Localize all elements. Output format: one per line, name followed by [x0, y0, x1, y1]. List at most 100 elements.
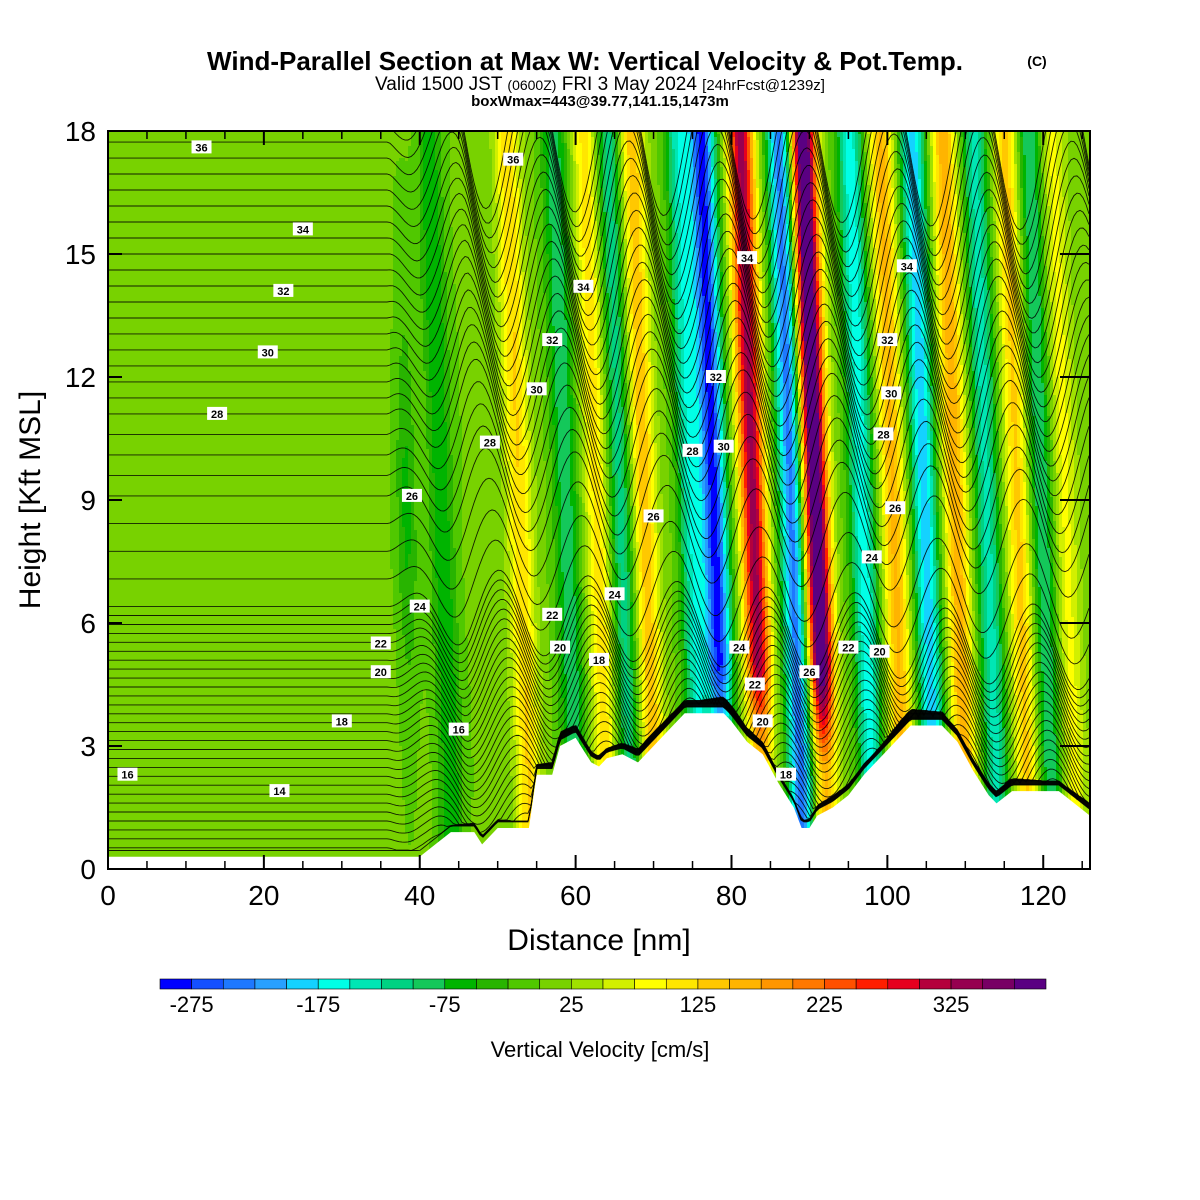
contour-label-text: 20 — [375, 667, 387, 679]
contour-label-text: 18 — [593, 655, 605, 667]
y-tick-label: 18 — [65, 116, 96, 147]
contour-label-text: 34 — [741, 253, 754, 265]
contour-label: 28 — [480, 436, 500, 450]
colorbar-swatch — [951, 979, 983, 989]
contour-label: 20 — [753, 714, 773, 728]
contour-label-text: 22 — [546, 610, 558, 622]
colorbar-swatch — [382, 979, 414, 989]
contour-label-text: 32 — [546, 335, 558, 347]
contour-label-text: 26 — [803, 667, 815, 679]
contour-label-text: 24 — [733, 643, 746, 655]
contour-label: 20 — [550, 641, 570, 655]
contour-label: 24 — [729, 641, 749, 655]
colorbar-swatch — [825, 979, 857, 989]
contour-label: 14 — [269, 784, 289, 798]
colorbar-swatch — [540, 979, 572, 989]
y-tick-label: 6 — [80, 608, 96, 639]
contour-label: 18 — [776, 768, 796, 782]
contour-label: 34 — [573, 280, 593, 294]
colorbar-swatch — [508, 979, 540, 989]
colorbar-swatch — [730, 979, 762, 989]
contour-label: 22 — [371, 637, 391, 651]
contour-label-text: 36 — [195, 142, 207, 154]
contour-label: 18 — [589, 653, 609, 667]
colorbar-tick-label: -175 — [296, 992, 340, 1017]
colorbar-swatch — [160, 979, 192, 989]
contour-label: 32 — [273, 284, 293, 298]
colorbar-swatch — [856, 979, 888, 989]
contour-label-text: 22 — [842, 643, 854, 655]
valid-time-local: Valid 1500 JST — [375, 74, 503, 95]
contour-label-text: 24 — [608, 589, 621, 601]
contour-label: 20 — [371, 665, 391, 679]
colorbar-swatch — [698, 979, 730, 989]
colorbar-swatch — [983, 979, 1015, 989]
contour-label: 26 — [402, 489, 422, 503]
y-axis-label: Height [Kft MSL] — [14, 391, 47, 609]
colorbar-swatch — [350, 979, 382, 989]
contour-label: 28 — [873, 427, 893, 441]
colorbar-swatch — [919, 979, 951, 989]
contour-label: 24 — [605, 587, 625, 601]
contour-label: 22 — [745, 678, 765, 692]
contour-label-text: 26 — [889, 503, 901, 515]
contour-label-text: 14 — [273, 786, 286, 798]
contour-label-text: 22 — [375, 639, 387, 651]
vertical-velocity-cross-section-figure: Wind-Parallel Section at Max W: Vertical… — [0, 0, 1200, 1200]
x-tick-label: 60 — [560, 880, 591, 911]
contour-label: 30 — [714, 440, 734, 454]
contour-label-text: 20 — [873, 647, 885, 659]
contour-label: 20 — [870, 645, 890, 659]
contour-label: 30 — [258, 345, 278, 359]
contour-label-text: 34 — [297, 224, 310, 236]
contour-label-text: 28 — [877, 429, 889, 441]
x-tick-label: 100 — [864, 880, 911, 911]
contour-label-text: 30 — [262, 347, 274, 359]
colorbar-swatch — [413, 979, 445, 989]
contour-label: 32 — [877, 333, 897, 347]
colorbar-swatch — [223, 979, 255, 989]
y-tick-label: 9 — [80, 485, 96, 516]
forecast-info: [24hrFcst@1239z] — [702, 77, 825, 94]
contour-label: 18 — [332, 714, 352, 728]
x-tick-label: 0 — [100, 880, 116, 911]
x-tick-label: 40 — [404, 880, 435, 911]
box-wmax-info: boxWmax=443@39.77,141.15,1473m — [471, 93, 729, 110]
contour-label-text: 32 — [881, 335, 893, 347]
colorbar-swatch — [1014, 979, 1046, 989]
contour-label: 22 — [838, 641, 858, 655]
colorbar-swatch — [793, 979, 825, 989]
colorbar-swatch — [603, 979, 635, 989]
colorbar-swatch — [888, 979, 920, 989]
contour-label-text: 24 — [414, 602, 427, 614]
contour-label-text: 32 — [277, 286, 289, 298]
contour-label: 36 — [192, 140, 212, 154]
contour-label: 30 — [881, 386, 901, 400]
contour-label-text: 22 — [749, 680, 761, 692]
x-tick-label: 20 — [248, 880, 279, 911]
contour-label-text: 34 — [577, 282, 590, 294]
contour-label: 28 — [207, 407, 227, 421]
contour-label: 30 — [527, 382, 547, 396]
contour-label-text: 26 — [406, 491, 418, 503]
contour-label: 24 — [862, 550, 882, 564]
contour-label-text: 20 — [757, 716, 769, 728]
contour-label: 16 — [449, 723, 469, 737]
contour-label-text: 18 — [336, 716, 348, 728]
valid-time-zulu: (0600Z) — [507, 77, 556, 93]
contour-label: 26 — [644, 509, 664, 523]
colorbar-swatch — [666, 979, 698, 989]
x-tick-label: 80 — [716, 880, 747, 911]
contour-label: 26 — [885, 501, 905, 515]
contour-label: 16 — [117, 768, 137, 782]
colorbar-swatch — [571, 979, 603, 989]
plot-area — [108, 51, 1093, 871]
colorbar-tick-label: 125 — [680, 992, 717, 1017]
contour-label: 34 — [897, 259, 917, 273]
contour-label-text: 36 — [507, 155, 519, 167]
contour-label-text: 28 — [484, 438, 496, 450]
valid-time-line: Valid 1500 JST (0600Z) FRI 3 May 2024 [2… — [375, 74, 825, 95]
contour-label-text: 26 — [647, 511, 659, 523]
y-tick-label: 0 — [80, 854, 96, 885]
contour-label-text: 24 — [866, 552, 879, 564]
